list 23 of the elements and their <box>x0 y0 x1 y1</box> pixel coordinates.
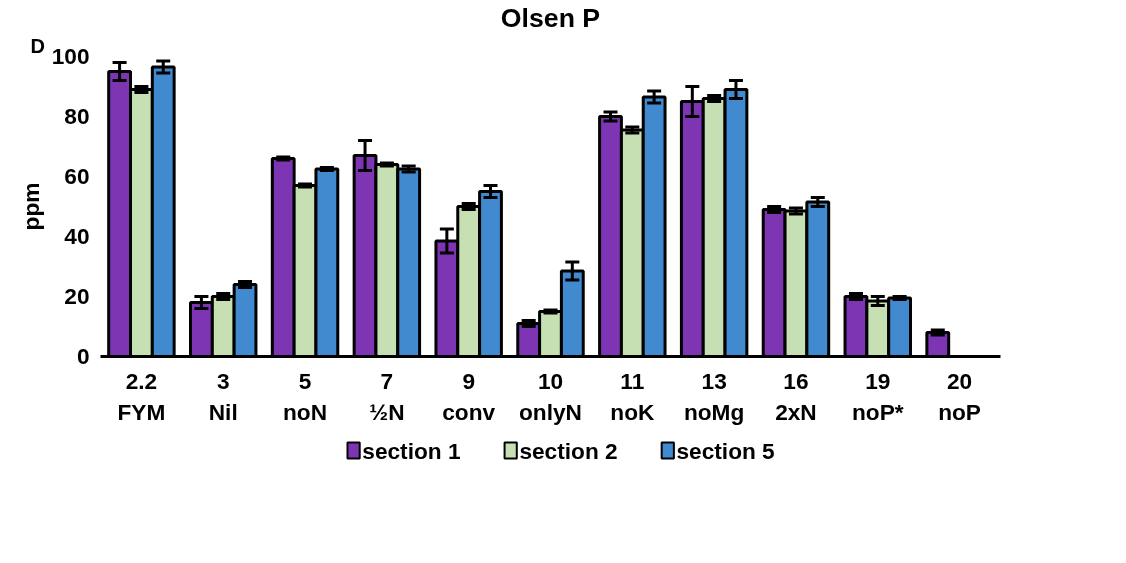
chart-title: Olsen P <box>500 2 601 33</box>
x-tick-label: 9 conv <box>442 367 496 425</box>
x-tick-label: 16 2xN <box>775 367 817 425</box>
y-tick-label: 20 <box>64 283 90 309</box>
y-tick-label: 80 <box>64 103 90 129</box>
x-tick-label: 19 noP* <box>851 367 904 425</box>
x-tick-label: 2.2 FYM <box>117 367 166 425</box>
x-tick-label: 5 noN <box>283 367 328 425</box>
y-tick-label: 40 <box>64 223 90 249</box>
legend-label: section 2 <box>519 437 618 464</box>
legend-label: section 5 <box>676 437 775 464</box>
x-tick-label: 13 noMg <box>683 367 745 425</box>
x-tick-label: 3 Nil <box>208 367 238 425</box>
x-tick-label: 20 noP <box>938 367 981 425</box>
y-tick-label: 100 <box>51 43 90 69</box>
x-tick-label: 11 noK <box>610 367 655 425</box>
x-tick-label: 10 onlyN <box>519 367 582 425</box>
text: D <box>30 34 45 57</box>
x-tick-label: 7 ½N <box>369 367 405 425</box>
legend-label: section 1 <box>362 437 461 464</box>
y-tick-label: 60 <box>64 163 90 189</box>
y-tick-label: 0 <box>76 343 90 369</box>
y-axis-title: ppm <box>17 182 44 231</box>
